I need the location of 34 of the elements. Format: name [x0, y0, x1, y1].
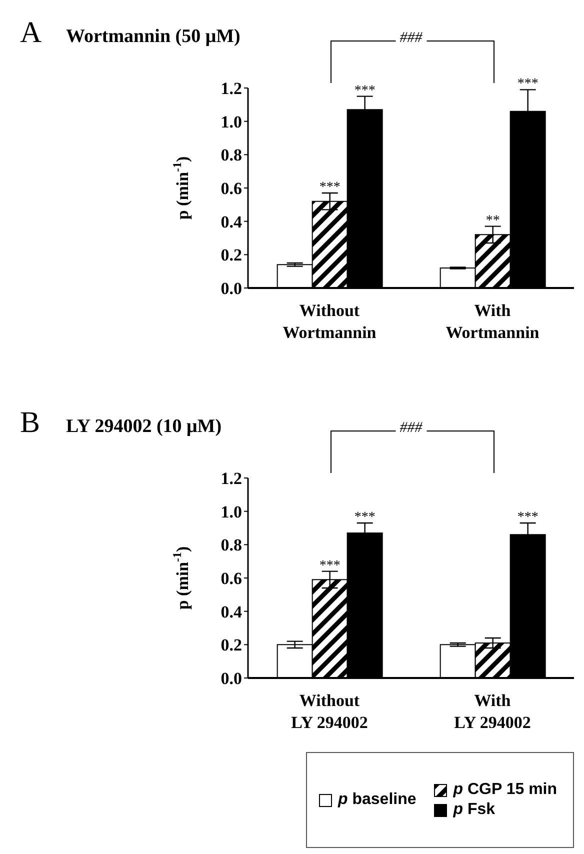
data-label: ***	[354, 510, 376, 525]
data-label: ***	[319, 180, 340, 195]
y-tick-label: 0.2	[220, 246, 242, 265]
text: A	[20, 16, 42, 50]
text: ###	[396, 420, 426, 437]
y-tick-label: 0.8	[220, 536, 242, 555]
x-tick-label: With LY 294002	[454, 691, 531, 732]
text: ###	[396, 30, 426, 47]
y-tick-label: 1.2	[220, 469, 242, 488]
x-tick-label: Without LY 294002	[291, 691, 368, 732]
x-tick-label: Without Wortmannin	[282, 301, 377, 342]
text: B	[20, 406, 40, 440]
legend-label: p Fsk	[453, 801, 496, 819]
data-label: ***	[319, 558, 340, 574]
y-tick-label: 0.0	[220, 279, 242, 298]
y-tick-label: 0.4	[220, 212, 242, 232]
y-tick-label: 0.2	[220, 636, 242, 655]
x-tick-label: With Wortmannin	[446, 301, 540, 342]
y-tick-label: 0.8	[220, 146, 242, 165]
legend-label: p CGP 15 min	[453, 781, 558, 799]
y-tick-label: 0.0	[220, 669, 242, 688]
y-tick-label: 0.6	[220, 569, 242, 588]
y-tick-label: 1.0	[220, 502, 242, 522]
chart-title: Wortmannin (50 μM)	[66, 26, 240, 48]
chart-title: LY 294002 (10 μM)	[66, 416, 222, 438]
legend-label: p baseline	[338, 791, 416, 809]
y-tick-label: 1.0	[220, 112, 242, 132]
data-label: ***	[517, 76, 538, 92]
y-tick-label: 0.6	[220, 179, 242, 198]
data-label: **	[486, 213, 500, 228]
y-tick-label: 1.2	[220, 79, 242, 98]
data-label: ***	[354, 83, 376, 98]
y-tick-label: 0.4	[220, 602, 242, 622]
data-label: ***	[517, 510, 538, 525]
